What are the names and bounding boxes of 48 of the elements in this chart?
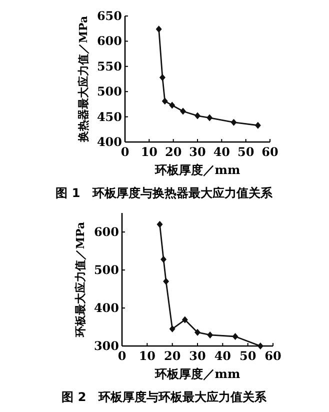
x-tick-label: 60 xyxy=(262,145,278,159)
x-tick-label: 50 xyxy=(239,349,256,363)
point xyxy=(160,256,167,263)
point xyxy=(207,331,214,338)
x-tick-label: 20 xyxy=(164,349,181,363)
x-tick-label: 60 xyxy=(264,349,282,363)
x-tick-label: 50 xyxy=(237,145,254,159)
y-tick-label: 600 xyxy=(96,34,122,48)
y-tick-label: 300 xyxy=(94,339,119,353)
y-tick-label: 600 xyxy=(94,225,119,239)
point xyxy=(182,316,188,324)
point xyxy=(180,108,186,115)
text: 图 1 环板厚度与换热器最大应力值关系 xyxy=(56,186,274,200)
y-tick-label: 500 xyxy=(94,263,119,277)
x-axis-title: 环板厚度／mm xyxy=(154,163,240,177)
x-tick-label: 30 xyxy=(189,145,206,159)
point xyxy=(254,122,261,129)
point xyxy=(257,342,264,350)
x-tick-label: 0 xyxy=(118,349,126,363)
y-tick-label: 400 xyxy=(96,135,122,149)
y-tick-label: 550 xyxy=(96,59,122,74)
point xyxy=(206,114,213,122)
y-tick-label: 400 xyxy=(94,301,119,315)
point xyxy=(156,220,163,228)
y-tick-label: 650 xyxy=(96,9,122,23)
x-axis-title: 环板厚度／mm xyxy=(154,367,240,381)
point xyxy=(162,98,168,105)
y-tick-label: 450 xyxy=(96,110,122,124)
x-tick-label: 20 xyxy=(164,145,182,159)
text: 图 2 环板厚度与环板最大应力值关系 xyxy=(62,390,268,404)
y-tick-label: 500 xyxy=(96,84,122,99)
point xyxy=(230,118,237,126)
x-tick-label: 10 xyxy=(138,349,156,363)
point xyxy=(194,112,200,120)
x-tick-label: 30 xyxy=(189,349,206,363)
x-tick-label: 40 xyxy=(214,349,232,363)
point xyxy=(156,26,162,33)
y-axis-title: 环板最大应力值／MPa xyxy=(74,222,87,338)
x-tick-label: 40 xyxy=(213,145,230,159)
point xyxy=(194,328,200,336)
y-axis-title: 换热器最大应力值／MPa xyxy=(77,16,90,144)
point xyxy=(169,102,176,109)
x-tick-label: 10 xyxy=(140,145,158,159)
point xyxy=(163,278,170,285)
point xyxy=(169,325,176,332)
point xyxy=(232,333,238,340)
x-tick-label: 0 xyxy=(120,145,130,159)
point xyxy=(159,74,166,81)
